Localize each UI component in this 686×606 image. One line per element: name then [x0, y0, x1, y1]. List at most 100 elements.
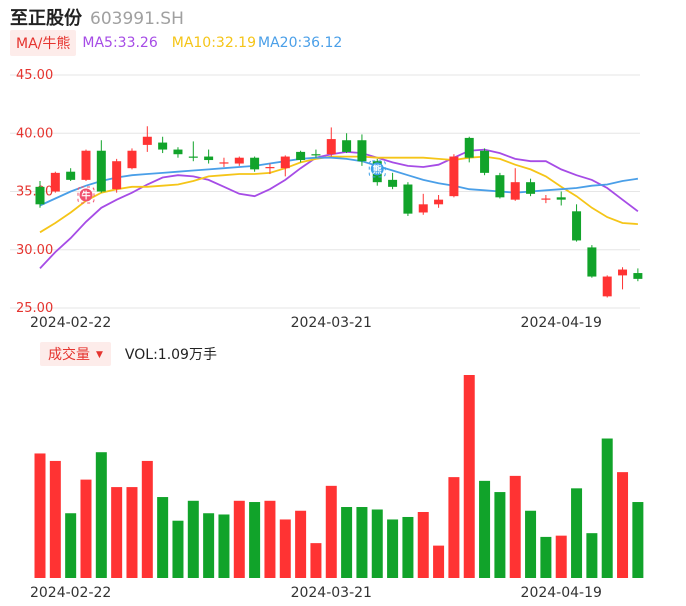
signal-badges: 牛熊 — [77, 160, 386, 204]
candle-body — [587, 247, 597, 277]
candle-body — [434, 199, 444, 205]
volume-bar — [49, 460, 61, 578]
candle-body — [495, 175, 505, 198]
volume-bar — [632, 502, 644, 578]
moving-average-lines — [39, 148, 639, 270]
candle-body — [311, 154, 321, 156]
volume-bar — [310, 543, 322, 578]
volume-bar — [325, 485, 337, 578]
price-date-labels: 2024-02-22 2024-03-21 2024-04-19 — [30, 315, 602, 331]
volume-bar — [371, 509, 383, 578]
bear-badge-icon — [370, 162, 384, 176]
stock-header: 至正股份 603991.SH — [10, 4, 184, 30]
volume-bar — [233, 500, 245, 578]
candle-body — [480, 150, 490, 173]
stock-code: 603991.SH — [90, 9, 184, 29]
volume-bar — [387, 519, 399, 578]
volume-bar — [203, 513, 215, 578]
candle-body — [265, 167, 275, 169]
candle-body — [510, 182, 520, 200]
bear-badge-icon-text: 熊 — [373, 163, 382, 175]
volume-bar — [65, 513, 77, 578]
bull-badge-icon-text: 牛 — [81, 190, 90, 202]
candle-body — [602, 276, 612, 297]
ma20-label: MA20:36.12 — [258, 35, 343, 51]
volume-bar — [34, 453, 46, 578]
x-tick-label: 2024-03-21 — [291, 585, 372, 601]
x-tick-label: 2024-04-19 — [521, 585, 602, 601]
y-tick-label: 25.00 — [16, 301, 53, 316]
candle-body — [541, 198, 551, 200]
x-tick-label: 2024-02-22 — [30, 315, 111, 331]
volume-bar — [571, 488, 583, 578]
volume-bar — [540, 536, 552, 578]
x-tick-label: 2024-02-22 — [30, 585, 111, 601]
volume-bar — [249, 502, 261, 578]
bull-badge-icon — [79, 188, 93, 202]
y-tick-label: 45.00 — [16, 68, 53, 83]
price-grid — [10, 74, 640, 309]
volume-indicator-button[interactable]: 成交量 ▼ — [40, 342, 111, 366]
candle-body — [357, 140, 367, 162]
bull-badge-icon-frame — [77, 186, 95, 204]
volume-value-label: VOL:1.09万手 — [124, 347, 217, 363]
volume-bar — [402, 516, 414, 578]
candle-body — [158, 142, 168, 150]
candle-body — [418, 204, 428, 213]
candle-body — [556, 197, 566, 200]
volume-bar — [141, 460, 153, 578]
volume-bar — [525, 510, 537, 578]
x-tick-label: 2024-04-19 — [521, 315, 602, 331]
candle-body — [35, 186, 45, 205]
volume-bar — [111, 487, 123, 578]
ma10-label: MA10:32.19 — [171, 35, 257, 51]
volume-bar — [463, 375, 475, 578]
bear-badge-icon-frame — [368, 160, 386, 178]
volume-bar — [494, 492, 506, 578]
volume-bar — [187, 500, 199, 578]
candle-body — [633, 273, 643, 279]
candle-body — [403, 184, 413, 214]
candle-body — [326, 139, 336, 155]
volume-bar — [586, 533, 598, 578]
candle-body — [142, 136, 152, 145]
volume-date-labels: 2024-02-22 2024-03-21 2024-04-19 — [30, 585, 602, 601]
candlestick-series — [35, 126, 643, 298]
candle-body — [449, 156, 459, 197]
candle-body — [296, 151, 306, 161]
candle-body — [50, 172, 60, 192]
y-tick-label: 40.00 — [16, 126, 53, 141]
candle-body — [572, 211, 582, 241]
y-tick-label: 35.00 — [16, 185, 53, 200]
volume-bar — [601, 438, 613, 578]
volume-bar — [617, 472, 629, 578]
y-tick-label: 30.00 — [16, 243, 53, 258]
candle-body — [173, 149, 183, 155]
candle-body — [464, 137, 474, 158]
volume-series — [34, 375, 644, 578]
candle-body — [280, 156, 290, 169]
candle-body — [188, 156, 198, 158]
candle-body — [342, 140, 352, 152]
ma5-label: MA5:33.26 — [82, 35, 158, 51]
stock-name: 至正股份 — [10, 8, 82, 29]
volume-bar — [341, 507, 353, 578]
x-tick-label: 2024-03-21 — [291, 315, 372, 331]
ma5-line — [39, 148, 639, 270]
candle-body — [96, 150, 106, 192]
candle-body — [234, 157, 244, 164]
volume-bar — [479, 480, 491, 578]
volume-bar — [95, 452, 107, 578]
ma10-line — [39, 155, 638, 234]
ma20-line — [39, 156, 639, 207]
volume-legend: 成交量 ▼ VOL:1.09万手 — [40, 342, 217, 366]
candle-body — [66, 171, 76, 180]
candle-body — [127, 150, 137, 169]
price-axis-labels: 45.00 40.00 35.00 30.00 25.00 — [16, 68, 53, 316]
ma-toggle-button[interactable]: MA/牛熊 — [10, 30, 77, 56]
volume-bar — [555, 535, 567, 578]
candle-body — [618, 269, 628, 276]
volume-bar — [80, 479, 92, 578]
candle-body — [81, 150, 91, 180]
